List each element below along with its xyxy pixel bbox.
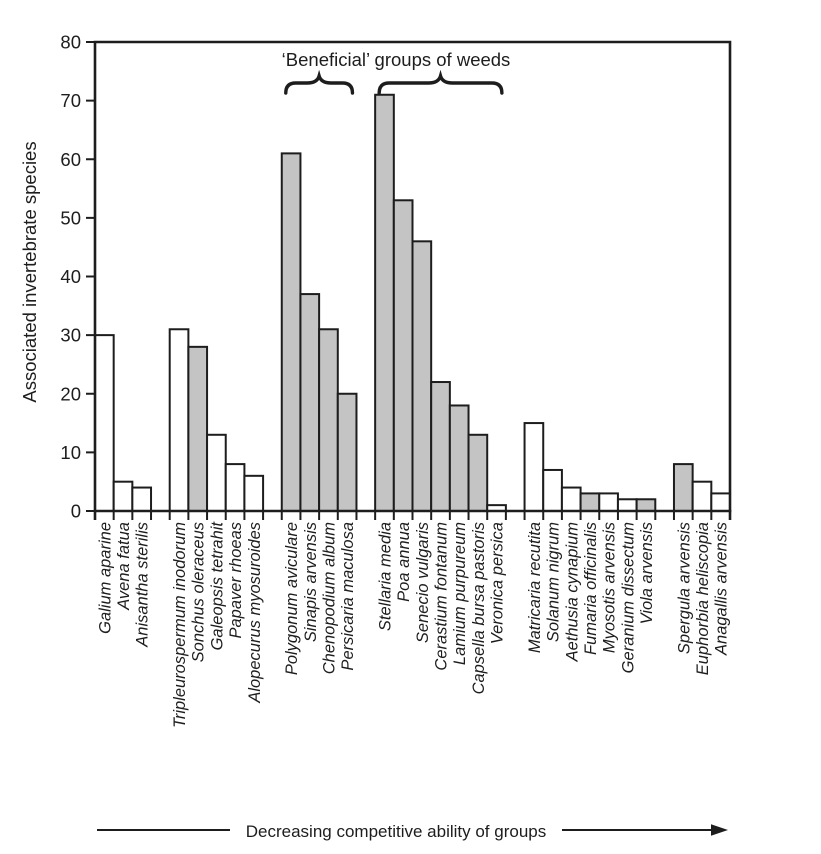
y-tick-label: 40 bbox=[60, 266, 81, 287]
bar bbox=[448, 404, 470, 513]
x-tick-label: Persicaria maculosa bbox=[339, 522, 357, 671]
x-tick-label: Viola arvensis bbox=[638, 522, 656, 624]
x-tick-label: Veronica persica bbox=[489, 522, 507, 644]
bar bbox=[206, 433, 227, 513]
x-tick-label: Chenopodium album bbox=[320, 522, 338, 674]
bar bbox=[579, 492, 601, 513]
chart-title: ‘Beneficial’ groups of weeds bbox=[282, 49, 511, 70]
x-tick-label: Anagallis arvensis bbox=[713, 522, 731, 656]
bar bbox=[430, 381, 451, 512]
x-tick-label: Galeopsis tetrahit bbox=[208, 521, 226, 651]
bar bbox=[672, 463, 694, 513]
bars-layer: Galium aparine Avena fatua Anisantha steri… bbox=[94, 93, 732, 728]
x-tick-label: Senecio vulgaris bbox=[414, 522, 432, 643]
bar bbox=[523, 422, 545, 512]
y-tick-label: 60 bbox=[60, 149, 81, 170]
bar bbox=[411, 240, 433, 512]
beneficial-braces bbox=[284, 69, 504, 95]
x-tick-label: Sonchus oleraceus bbox=[190, 522, 208, 662]
plot-frame bbox=[93, 40, 732, 520]
x-tick-label: Myosotis arvensis bbox=[601, 522, 619, 653]
bar bbox=[318, 328, 339, 513]
x-tick-label: Poa annua bbox=[395, 522, 413, 602]
axes-layer: 0 10 20 30 40 50 60 70 80 bbox=[60, 32, 732, 522]
bar bbox=[691, 480, 713, 512]
bar bbox=[94, 334, 115, 512]
x-tick-label: Sinapis arvensis bbox=[302, 522, 320, 642]
bar bbox=[598, 492, 619, 513]
bar bbox=[616, 498, 638, 512]
x-tick-label: Alopecurus myosuroides bbox=[246, 522, 264, 704]
x-tick-label: Matricaria recutita bbox=[526, 522, 544, 653]
bar bbox=[336, 392, 358, 512]
bar bbox=[224, 463, 246, 513]
bar bbox=[187, 345, 209, 512]
bar bbox=[243, 474, 265, 513]
bar bbox=[710, 492, 732, 513]
y-tick-label: 10 bbox=[60, 442, 81, 463]
x-tick-label: Fumaria officinalis bbox=[582, 522, 600, 655]
x-tick-label: Cerastium fontanum bbox=[433, 522, 451, 671]
y-tick-label: 20 bbox=[60, 383, 81, 404]
x-tick-label: Galium aparine bbox=[96, 522, 114, 634]
arrowhead-right-icon bbox=[711, 824, 728, 836]
x-axis-annotation: Decreasing competitive ability of groups bbox=[246, 822, 546, 841]
x-tick-label: Tripleurospermum inodorum bbox=[171, 522, 189, 728]
brace-icon bbox=[284, 69, 355, 95]
y-axis-label: Associated invertebrate species bbox=[19, 141, 40, 402]
y-tick-label: 0 bbox=[71, 501, 81, 522]
bar bbox=[467, 433, 489, 513]
bar bbox=[635, 498, 657, 512]
x-tick-label: Capsella bursa pastoris bbox=[470, 522, 488, 694]
x-tick-label: Solanum nigrum bbox=[545, 522, 563, 642]
bar bbox=[299, 293, 321, 512]
x-tick-label: Aethusia cynapium bbox=[563, 522, 581, 662]
bar bbox=[374, 93, 395, 512]
bar bbox=[280, 152, 302, 512]
x-tick-label: Avena fatua bbox=[115, 522, 133, 611]
x-tick-label: Anisantha sterilis bbox=[134, 522, 152, 648]
bar bbox=[168, 328, 190, 513]
y-tick-label: 70 bbox=[60, 90, 81, 111]
x-tick-label: Stellaria media bbox=[376, 522, 394, 631]
x-tick-label: Polygonum aviculare bbox=[283, 522, 301, 675]
brace-icon bbox=[377, 69, 504, 95]
bar bbox=[392, 199, 414, 512]
x-tick-label: Spergula arvensis bbox=[675, 522, 693, 654]
y-tick-label: 50 bbox=[60, 207, 81, 228]
x-tick-label: Geranium dissectum bbox=[619, 522, 637, 673]
decreasing-ability-arrow bbox=[97, 824, 728, 836]
bar bbox=[112, 480, 134, 512]
y-tick-label: 30 bbox=[60, 325, 81, 346]
bar bbox=[542, 468, 563, 512]
bar bbox=[131, 486, 153, 512]
y-tick-label: 80 bbox=[60, 32, 81, 53]
x-tick-label: Euphorbia heliscopia bbox=[694, 522, 712, 675]
x-tick-label: Lamium purpureum bbox=[451, 522, 469, 665]
bar bbox=[560, 486, 582, 512]
x-tick-label: Papaver rhoeas bbox=[227, 522, 245, 639]
